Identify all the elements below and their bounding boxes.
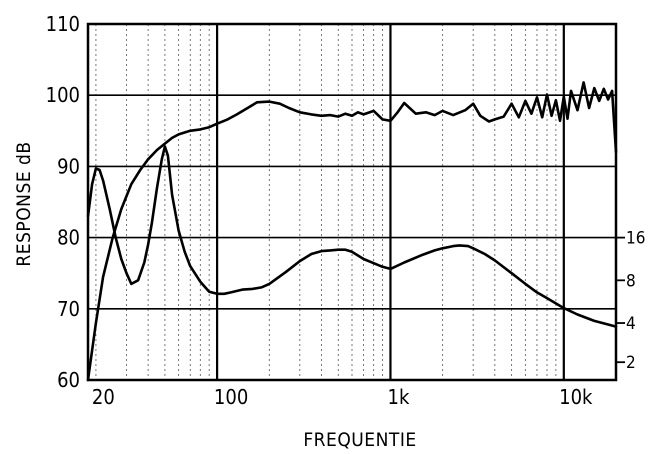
plot-frame xyxy=(86,22,618,382)
right-tick-label: 16 xyxy=(626,229,645,249)
right-tick-label: 8 xyxy=(626,271,636,291)
x-tick-label: 10k xyxy=(559,385,593,409)
right-tick-label: 2 xyxy=(626,353,636,373)
x-tick-labels: 20 100 1k 10k xyxy=(92,385,593,409)
series-line-1 xyxy=(86,81,618,382)
right-axis-ticks: 2 4 8 16 xyxy=(616,229,645,373)
x-tick-label: 20 xyxy=(92,385,115,409)
major-gridlines xyxy=(88,24,616,380)
series-line-2 xyxy=(86,145,618,328)
y-tick-label: 60 xyxy=(57,368,80,392)
y-tick-label: 70 xyxy=(57,297,80,321)
y-tick-label: 110 xyxy=(46,12,80,36)
y-axis-label: RESPONSE dB xyxy=(13,141,35,266)
series-layer xyxy=(86,81,618,382)
x-tick-label: 100 xyxy=(214,385,248,409)
x-tick-label: 1k xyxy=(388,385,410,409)
x-axis-label: FREQUENTIE xyxy=(303,429,416,451)
right-tick-label: 4 xyxy=(626,314,636,334)
y-tick-label: 80 xyxy=(57,226,80,250)
y-tick-label: 90 xyxy=(57,154,80,178)
y-tick-labels: 60 70 80 90 100 110 xyxy=(46,12,80,392)
minor-gridlines xyxy=(95,24,557,380)
y-tick-label: 100 xyxy=(46,83,80,107)
